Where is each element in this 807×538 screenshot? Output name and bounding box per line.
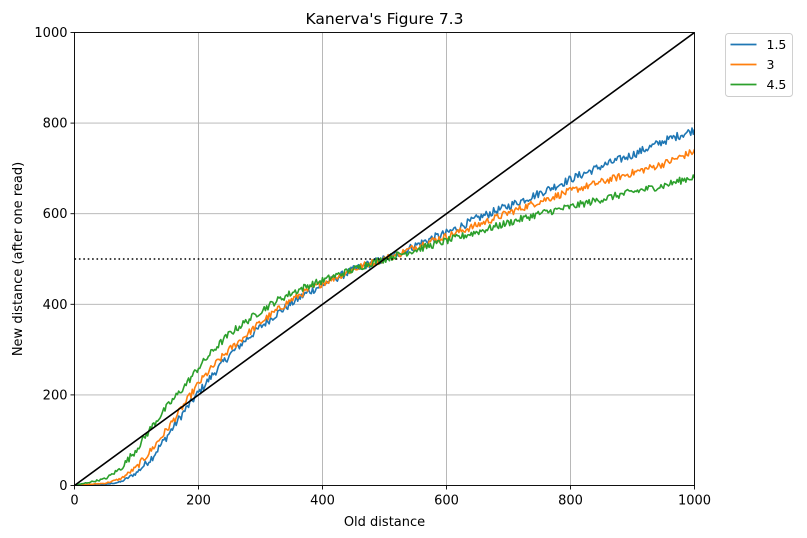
series-line-4-5 xyxy=(74,174,695,486)
x-tick-label: 200 xyxy=(186,494,211,509)
series-group xyxy=(74,32,695,486)
y-tick-label: 600 xyxy=(43,207,68,222)
identity-line xyxy=(74,32,695,486)
legend: 1.5 3 4.5 xyxy=(725,33,793,97)
chart-title: Kanerva's Figure 7.3 xyxy=(306,10,464,28)
legend-label: 3 xyxy=(767,57,775,72)
x-axis-label: Old distance xyxy=(344,515,425,530)
y-tick-label: 200 xyxy=(43,388,68,403)
y-tick-label: 400 xyxy=(43,298,68,313)
x-tick-label: 800 xyxy=(558,494,583,509)
y-tick-label: 800 xyxy=(43,117,68,132)
x-tick-label: 600 xyxy=(434,494,459,509)
x-tick-label: 1000 xyxy=(678,494,711,509)
y-tick-label: 1000 xyxy=(34,26,67,41)
y-tick-label: 0 xyxy=(59,479,67,494)
series-line-3 xyxy=(74,148,695,486)
axes-frame xyxy=(74,32,695,486)
legend-label: 4.5 xyxy=(767,77,787,92)
x-tick-label: 400 xyxy=(310,494,335,509)
y-axis-label: New distance (after one read) xyxy=(11,162,26,356)
x-tick-label: 0 xyxy=(70,494,78,509)
legend-label: 1.5 xyxy=(767,37,787,52)
plot-area xyxy=(74,32,695,486)
axis-ticks: 0 200 400 600 800 1000 0 200 400 600 800 1000 xyxy=(34,26,711,509)
legend-box xyxy=(725,33,793,97)
